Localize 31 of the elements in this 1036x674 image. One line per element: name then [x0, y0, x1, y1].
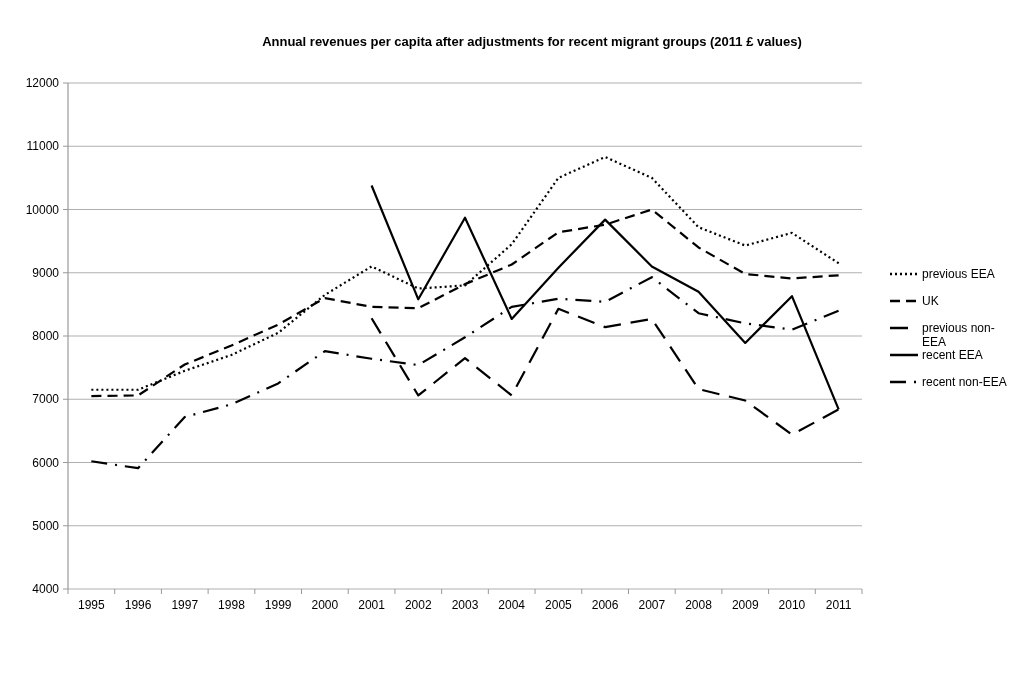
y-tick-label: 12000 [25, 76, 60, 90]
x-tick-label: 2010 [778, 598, 806, 612]
x-tick-label: 2008 [685, 598, 713, 612]
x-tick-label: 1999 [264, 598, 292, 612]
x-tick-label: 1995 [78, 598, 106, 612]
legend-label: previous EEA [922, 267, 995, 281]
x-tick-label: 1997 [171, 598, 199, 612]
legend-label: UK [922, 294, 939, 308]
chart-title: Annual revenues per capita after adjustments for recent migrant groups (2011 £ values) [262, 34, 802, 49]
x-tick-label: 2000 [311, 598, 339, 612]
x-tick-label: 2007 [638, 598, 666, 612]
y-tick-label: 5000 [32, 518, 60, 533]
x-tick-label: 2011 [825, 598, 852, 612]
legend-label: recent non-EEA [922, 375, 1007, 389]
x-tick-label: 2005 [545, 598, 573, 612]
y-tick-label: 7000 [32, 392, 60, 407]
y-tick-label: 8000 [32, 329, 60, 343]
y-tick-label: 6000 [32, 455, 60, 470]
x-tick-label: 2006 [591, 598, 619, 612]
x-tick-label: 1998 [218, 598, 246, 612]
x-tick-label: 2009 [731, 598, 759, 612]
x-tick-label: 2004 [498, 598, 526, 612]
y-tick-label: 10000 [25, 202, 60, 217]
y-tick-label: 9000 [32, 265, 60, 280]
x-tick-label: 2001 [358, 598, 386, 612]
legend-label: recent EEA [922, 348, 983, 362]
x-tick-label: 2003 [451, 598, 479, 612]
x-tick-label: 2002 [404, 598, 432, 612]
y-tick-label: 4000 [32, 582, 60, 596]
x-tick-label: 1996 [124, 598, 152, 612]
y-tick-label: 11000 [26, 139, 60, 154]
